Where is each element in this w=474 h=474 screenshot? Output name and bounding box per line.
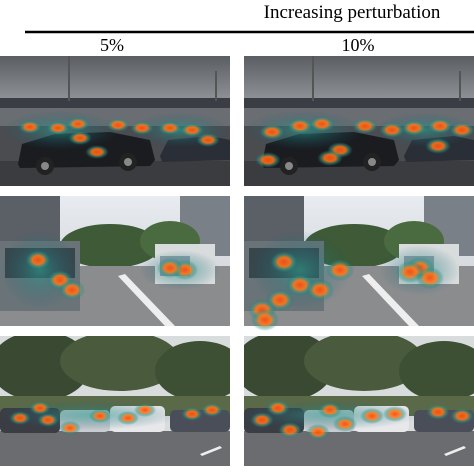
heat-blob (181, 407, 203, 421)
heat-blob (352, 118, 378, 134)
heat-blob (306, 424, 330, 440)
heat-blob (59, 421, 81, 435)
heat-blob (201, 403, 223, 417)
heat-blob (379, 122, 405, 138)
heat-blob (318, 402, 342, 418)
heat-blob (425, 138, 451, 154)
heat-blob (46, 121, 70, 135)
heat-blob (309, 116, 335, 132)
heat-blob (89, 409, 111, 423)
heatmap-overlay (0, 110, 474, 440)
heat-blob (360, 408, 384, 424)
column-label: 10% (342, 35, 375, 55)
heat-blob (106, 118, 130, 132)
figure-title: Increasing perturbation (264, 2, 441, 23)
heat-blob (37, 413, 59, 427)
heat-blob (401, 120, 427, 136)
heat-blob (266, 400, 290, 416)
heat-blob (278, 422, 302, 438)
heat-blob (255, 152, 281, 168)
heat-blob (9, 411, 31, 425)
heat-blob (117, 411, 139, 425)
heat-blob (396, 261, 424, 283)
heat-blob (59, 280, 85, 300)
heat-blob (25, 250, 51, 270)
heat-blob (287, 118, 313, 134)
heat-blob (450, 408, 474, 424)
heat-blob (134, 403, 156, 417)
heat-blob (426, 404, 450, 420)
heat-blob (130, 121, 154, 135)
heat-blob (449, 122, 474, 138)
heat-blob (29, 401, 51, 415)
heat-blob (250, 412, 274, 428)
heat-blob (158, 121, 182, 135)
heat-blob (383, 406, 407, 422)
heat-blob (85, 145, 109, 159)
heat-blob (251, 309, 279, 331)
heat-blob (180, 123, 204, 137)
heat-blob (427, 118, 453, 134)
heat-blob (157, 258, 183, 278)
heat-blob (68, 131, 92, 145)
heat-blob (196, 133, 220, 147)
heat-blob (18, 120, 42, 134)
heat-blob (333, 416, 357, 432)
heat-blob (259, 124, 285, 140)
heat-blob (326, 259, 354, 281)
heat-blob (317, 150, 343, 166)
heat-blob (306, 279, 334, 301)
heat-blob (66, 117, 90, 131)
heat-blob (270, 251, 298, 273)
column-label: 5% (100, 35, 124, 55)
